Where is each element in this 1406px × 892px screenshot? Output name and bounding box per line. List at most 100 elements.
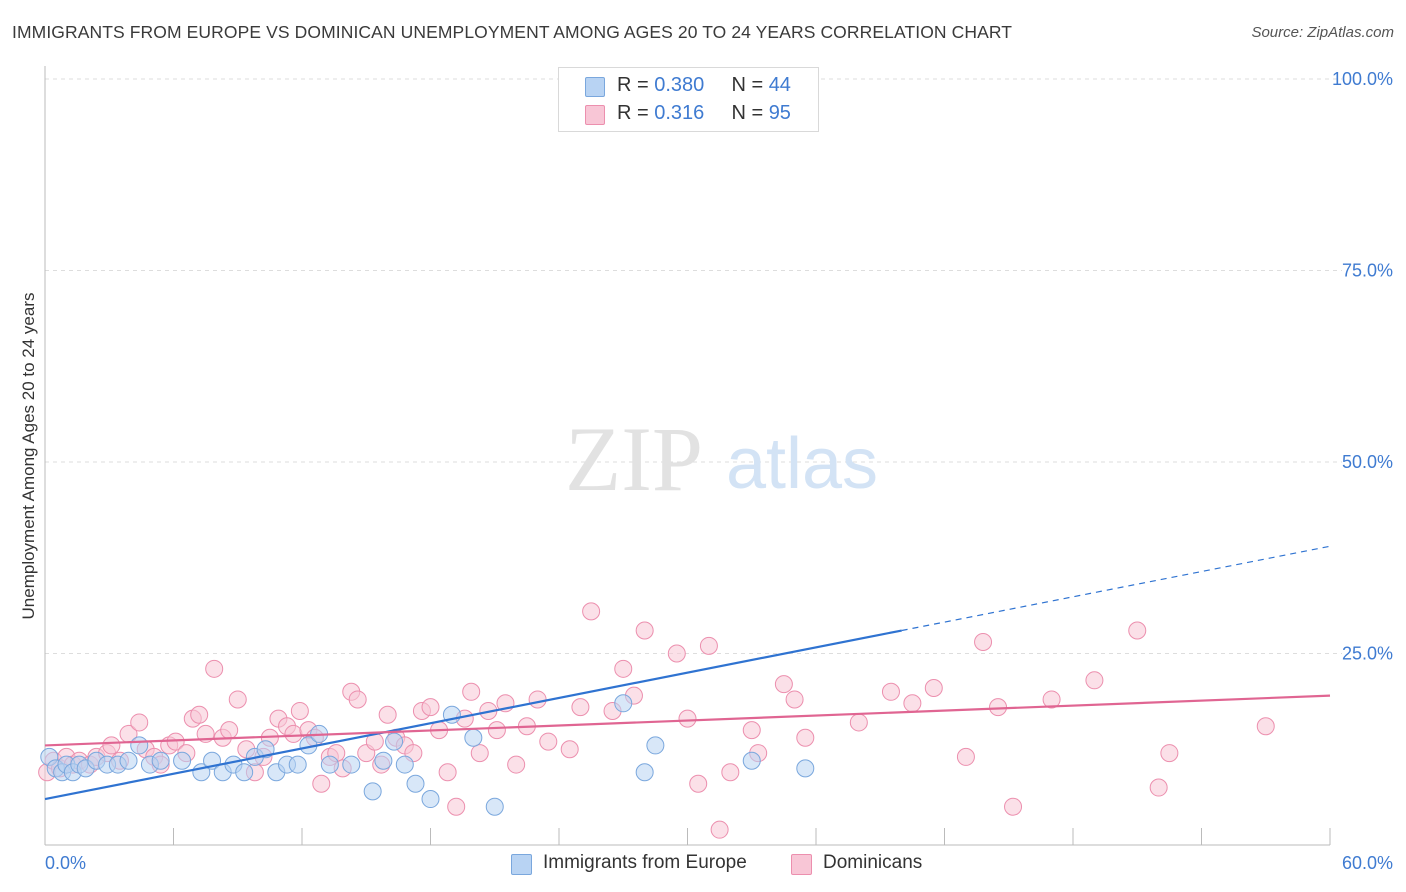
dominicans-point <box>849 713 868 732</box>
trend-lines <box>44 545 1331 801</box>
legend-r-value: 0.316 <box>654 102 705 124</box>
dominicans-point <box>290 701 309 720</box>
dominicans-point <box>438 763 457 782</box>
europe-point <box>119 751 138 770</box>
europe-point <box>614 694 633 713</box>
europe-swatch <box>585 77 605 97</box>
dominicans-point <box>312 774 331 793</box>
y-tick-label: 25.0% <box>1342 644 1393 664</box>
europe-point <box>130 736 149 755</box>
europe-point <box>363 782 382 801</box>
dominicans-point <box>220 721 239 740</box>
y-tick-label: 75.0% <box>1342 261 1393 281</box>
europe-point <box>421 790 440 809</box>
europe-point <box>320 755 339 774</box>
dominicans-point <box>487 721 506 740</box>
dominicans-point <box>689 774 708 793</box>
dominicans-point <box>614 659 633 678</box>
europe-point <box>374 751 393 770</box>
dominicans-point <box>1042 690 1061 709</box>
dominicans-swatch <box>585 105 605 125</box>
dominicans-trend-line <box>44 694 1331 747</box>
europe-point <box>173 751 192 770</box>
dominicans-point <box>1004 797 1023 816</box>
dominicans-point <box>284 724 303 743</box>
y-tick-label: 100.0% <box>1332 69 1393 89</box>
dominicans-point <box>571 698 590 717</box>
dominicans-points <box>38 602 1275 839</box>
dominicans-point <box>989 698 1008 717</box>
chart-title: IMMIGRANTS FROM EUROPE VS DOMINICAN UNEM… <box>12 22 1013 42</box>
dominicans-point <box>470 744 489 763</box>
dominicans-point <box>796 728 815 747</box>
x-tick-label: 60.0% <box>1342 853 1393 873</box>
dominicans-point <box>678 709 697 728</box>
dominicans-point <box>1256 717 1275 736</box>
dominicans-point <box>1085 671 1104 690</box>
dominicans-point <box>974 633 993 652</box>
dominicans-point <box>421 698 440 717</box>
dominicans-point <box>560 740 579 759</box>
europe-point <box>151 751 170 770</box>
dominicans-point <box>699 636 718 655</box>
dominicans-point <box>447 797 466 816</box>
europe-point <box>406 774 425 793</box>
dominicans-point <box>785 690 804 709</box>
legend-n-label: N = <box>731 102 769 124</box>
y-axis-label: Unemployment Among Ages 20 to 24 years <box>19 293 38 620</box>
dominicans-swatch <box>791 854 812 875</box>
dominicans-point <box>1149 778 1168 797</box>
watermark-atlas: atlas <box>726 424 878 504</box>
europe-swatch <box>511 854 532 875</box>
legend-label-europe: Immigrants from Europe <box>543 852 747 873</box>
y-tick-label: 50.0% <box>1342 452 1393 472</box>
dominicans-point <box>710 820 729 839</box>
dominicans-point <box>635 621 654 640</box>
dominicans-point <box>582 602 601 621</box>
source-label: Source: ZipAtlas.com <box>1251 24 1394 41</box>
europe-point <box>742 751 761 770</box>
dominicans-point <box>1160 744 1179 763</box>
europe-point <box>342 755 361 774</box>
dominicans-point <box>924 678 943 697</box>
dominicans-point <box>507 755 526 774</box>
europe-point <box>796 759 815 778</box>
europe-trend-line <box>44 629 902 801</box>
dominicans-point <box>102 736 121 755</box>
europe-point <box>464 728 483 747</box>
legend-n-label: N = <box>731 74 769 96</box>
dominicans-point <box>956 747 975 766</box>
watermark-zip: ZIP <box>565 408 703 510</box>
dominicans-point <box>881 682 900 701</box>
dominicans-point <box>539 732 558 751</box>
europe-point <box>256 740 275 759</box>
x-tick-label: 0.0% <box>45 853 86 873</box>
dominicans-point <box>903 694 922 713</box>
stats-legend: R = 0.380 N = 44 R = 0.316 N = 95 <box>558 67 819 132</box>
grid-lines <box>45 78 1342 654</box>
dominicans-point <box>462 682 481 701</box>
legend-label-dominicans: Dominicans <box>823 852 923 873</box>
dominicans-point <box>130 713 149 732</box>
dominicans-point <box>348 690 367 709</box>
legend-r-label: R = <box>617 102 655 124</box>
dominicans-point <box>205 659 224 678</box>
europe-point <box>635 763 654 782</box>
dominicans-point <box>667 644 686 663</box>
europe-trend-extension <box>901 545 1331 632</box>
europe-point <box>646 736 665 755</box>
dominicans-point <box>1128 621 1147 640</box>
europe-point <box>288 755 307 774</box>
dominicans-point <box>742 721 761 740</box>
europe-point <box>395 755 414 774</box>
europe-point <box>385 732 404 751</box>
dominicans-point <box>721 763 740 782</box>
tick-labels: 25.0% 50.0% 75.0% 100.0% 0.0% 60.0% <box>45 69 1393 873</box>
dominicans-point <box>190 705 209 724</box>
dominicans-point <box>774 675 793 694</box>
legend-n-value: 95 <box>768 102 791 124</box>
axes <box>44 66 1331 846</box>
dominicans-point <box>378 705 397 724</box>
europe-point <box>235 763 254 782</box>
